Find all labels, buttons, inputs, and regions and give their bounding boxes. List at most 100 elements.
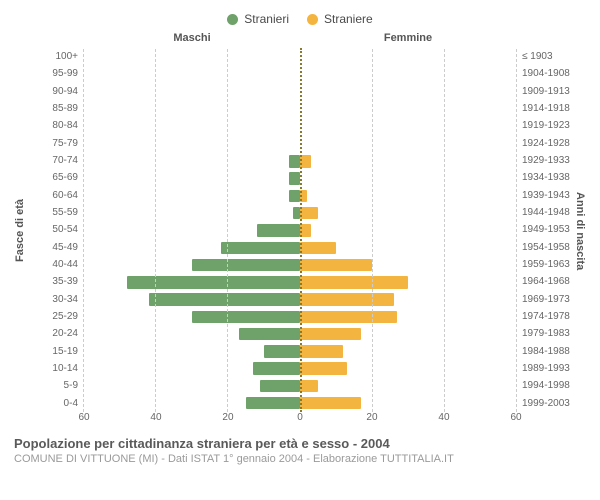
bar-row-male [84, 377, 300, 394]
age-label: 5-9 [30, 377, 84, 394]
legend-label-male: Stranieri [244, 12, 289, 26]
x-tick: 40 [150, 412, 161, 423]
age-label: 55-59 [30, 204, 84, 221]
age-label: 70-74 [30, 152, 84, 169]
bar-row-female [300, 360, 516, 377]
bar-female [300, 362, 347, 374]
x-tick: 40 [438, 412, 449, 423]
bars-area [84, 48, 516, 412]
age-label: 10-14 [30, 360, 84, 377]
male-half [84, 48, 300, 412]
bar-row-female [300, 239, 516, 256]
bar-row-female [300, 377, 516, 394]
bar-row-female [300, 343, 516, 360]
y-axis-left-title: Fasce di età [14, 32, 30, 430]
birth-year-label: 1984-1988 [516, 343, 570, 360]
male-swatch-icon [227, 14, 238, 25]
bar-male [289, 172, 300, 184]
bar-row-male [84, 395, 300, 412]
age-label: 100+ [30, 48, 84, 65]
bar-female [300, 380, 318, 392]
age-label: 85-89 [30, 100, 84, 117]
header-male: Maschi [84, 32, 300, 48]
age-label: 30-34 [30, 291, 84, 308]
plot-area: Maschi Femmine 100+95-9990-9485-8980-847… [30, 32, 570, 430]
birth-year-label: 1934-1938 [516, 169, 570, 186]
birth-year-label: 1944-1948 [516, 204, 570, 221]
age-label: 50-54 [30, 221, 84, 238]
birth-year-label: 1994-1998 [516, 377, 570, 394]
birth-year-label: 1964-1968 [516, 273, 570, 290]
bar-male [239, 328, 300, 340]
legend: Stranieri Straniere [14, 12, 586, 26]
bar-row-male [84, 153, 300, 170]
bar-row-female [300, 170, 516, 187]
bar-row-female [300, 187, 516, 204]
female-swatch-icon [307, 14, 318, 25]
column-headers: Maschi Femmine [30, 32, 570, 48]
bar-row-male [84, 101, 300, 118]
age-label: 75-79 [30, 135, 84, 152]
bar-row-female [300, 66, 516, 83]
age-label: 20-24 [30, 325, 84, 342]
bar-row-female [300, 222, 516, 239]
age-label: 60-64 [30, 187, 84, 204]
bar-row-female [300, 274, 516, 291]
bar-row-male [84, 222, 300, 239]
birth-year-label: 1914-1918 [516, 100, 570, 117]
bar-row-male [84, 187, 300, 204]
birth-year-label: 1949-1953 [516, 221, 570, 238]
header-female: Femmine [300, 32, 516, 48]
bar-female [300, 259, 372, 271]
age-label: 0-4 [30, 395, 84, 412]
bar-row-female [300, 84, 516, 101]
age-label: 40-44 [30, 256, 84, 273]
birth-year-label: 1989-1993 [516, 360, 570, 377]
y-axis-right-title: Anni di nascita [570, 32, 586, 430]
bar-row-female [300, 326, 516, 343]
age-label: 90-94 [30, 83, 84, 100]
female-half [300, 48, 516, 412]
bar-row-female [300, 153, 516, 170]
gridline [227, 49, 228, 412]
x-tick: 20 [366, 412, 377, 423]
birth-year-label: 1929-1933 [516, 152, 570, 169]
bar-male [192, 311, 300, 323]
bar-female [300, 328, 361, 340]
bar-male [289, 190, 300, 202]
bar-row-male [84, 291, 300, 308]
bar-male [289, 155, 300, 167]
birth-year-label: 1979-1983 [516, 325, 570, 342]
x-tick: 60 [510, 412, 521, 423]
age-label: 35-39 [30, 273, 84, 290]
bar-row-male [84, 274, 300, 291]
gridline [83, 49, 84, 412]
bar-row-male [84, 256, 300, 273]
bar-male [260, 380, 300, 392]
birth-year-label: 1974-1978 [516, 308, 570, 325]
bar-male [127, 276, 300, 288]
bar-row-female [300, 49, 516, 66]
bar-row-female [300, 118, 516, 135]
bar-female [300, 276, 408, 288]
x-tick: 60 [78, 412, 89, 423]
bar-female [300, 293, 394, 305]
age-label: 65-69 [30, 169, 84, 186]
birth-year-label: 1954-1958 [516, 239, 570, 256]
bar-row-male [84, 239, 300, 256]
bar-row-male [84, 118, 300, 135]
x-tick: 20 [222, 412, 233, 423]
bar-row-female [300, 205, 516, 222]
center-axis [300, 48, 302, 412]
legend-item-female: Straniere [307, 12, 373, 26]
chart-footer: Popolazione per cittadinanza straniera p… [14, 436, 586, 465]
bar-row-male [84, 308, 300, 325]
legend-label-female: Straniere [324, 12, 373, 26]
bar-male [246, 397, 300, 409]
bar-male [293, 207, 300, 219]
birth-year-label: 1959-1963 [516, 256, 570, 273]
bar-row-male [84, 49, 300, 66]
age-label: 25-29 [30, 308, 84, 325]
bar-male [264, 345, 300, 357]
bar-female [300, 207, 318, 219]
